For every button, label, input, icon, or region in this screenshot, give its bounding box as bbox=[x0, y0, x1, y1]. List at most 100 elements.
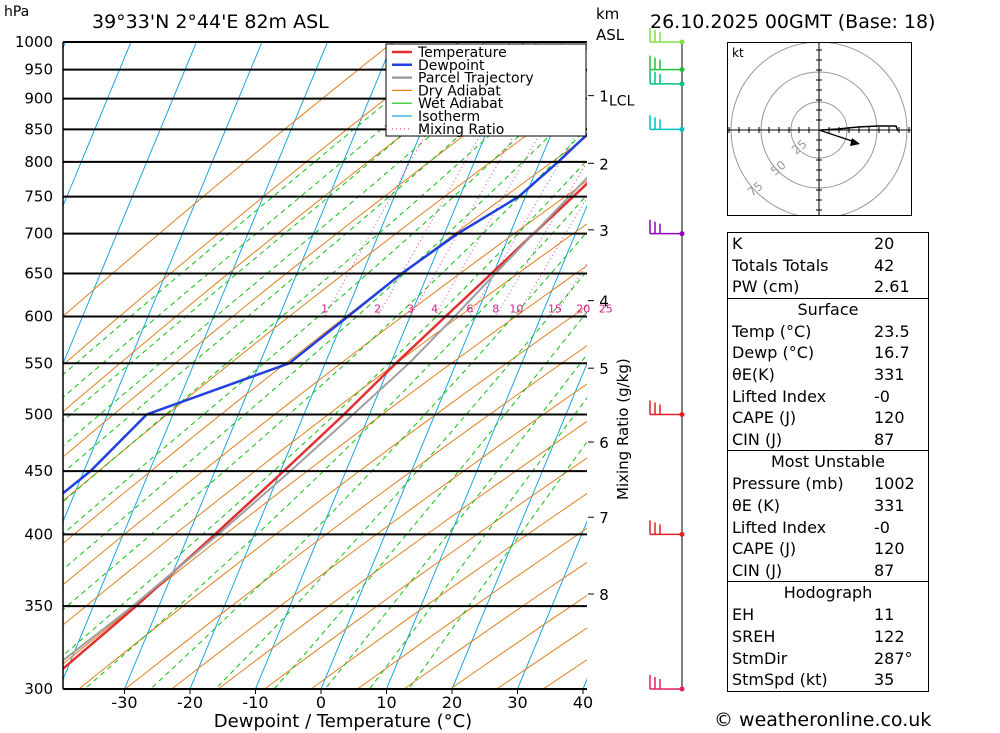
pressure-tick-label: 1000 bbox=[15, 33, 53, 51]
index-row: StmDir 287° bbox=[728, 648, 928, 670]
location-title: 39°33'N 2°44'E 82m ASL bbox=[92, 11, 329, 33]
index-value: 120 bbox=[874, 408, 905, 428]
km-tick-label: 5 bbox=[599, 360, 609, 378]
wet-adiabat bbox=[63, 42, 538, 447]
index-row: θE(K) 331 bbox=[728, 364, 928, 386]
index-name: Lifted Index bbox=[732, 517, 827, 537]
wind-barb bbox=[649, 55, 685, 73]
wind-barb bbox=[649, 675, 685, 692]
mixing-ratio-label: 25 bbox=[599, 303, 613, 316]
wind-barb-dot bbox=[679, 531, 685, 537]
wet-adiabat bbox=[63, 42, 486, 399]
hodograph-unit: kt bbox=[732, 46, 744, 60]
legend-entry: Isotherm bbox=[418, 109, 480, 125]
index-value: 42 bbox=[874, 255, 895, 275]
pressure-tick-label: 800 bbox=[24, 153, 53, 171]
isotherm bbox=[386, 204, 587, 689]
index-row: Lifted Index -0 bbox=[728, 386, 928, 408]
x-tick-label: -10 bbox=[242, 693, 268, 712]
index-value: 20 bbox=[874, 234, 895, 253]
wind-barb-dot bbox=[679, 411, 685, 417]
x-tick-label: -20 bbox=[177, 693, 203, 712]
wind-barb-dot bbox=[679, 39, 685, 45]
index-value: 11 bbox=[874, 605, 895, 625]
wind-barb bbox=[649, 219, 685, 237]
hpa-label: hPa bbox=[4, 4, 30, 20]
dry-adiabat bbox=[63, 90, 587, 502]
index-value: 87 bbox=[874, 560, 895, 580]
index-name: θE(K) bbox=[732, 364, 775, 384]
isotherm bbox=[63, 42, 328, 681]
km-tick-label: 6 bbox=[599, 434, 609, 452]
hodograph-trace bbox=[820, 125, 899, 132]
hodograph-ring-label: 25 bbox=[789, 137, 810, 158]
dry-adiabat bbox=[63, 43, 587, 458]
x-tick-label: 0 bbox=[316, 693, 326, 712]
asl-label: ASL bbox=[596, 26, 625, 44]
x-tick-label: 30 bbox=[507, 693, 527, 712]
dry-adiabat bbox=[310, 492, 587, 689]
pressure-tick-label: 450 bbox=[24, 462, 53, 480]
km-tick-label: 1 bbox=[599, 88, 609, 106]
pressure-tick-label: 300 bbox=[24, 680, 53, 698]
mixing-ratio-label: 6 bbox=[466, 303, 473, 316]
dry-adiabat bbox=[63, 136, 587, 545]
lcl-label: LCL bbox=[609, 94, 635, 110]
index-row: CAPE (J) 120 bbox=[728, 407, 928, 429]
pressure-tick-label: 650 bbox=[24, 264, 53, 282]
index-row: θE (K) 331 bbox=[728, 495, 928, 517]
index-name: EH bbox=[732, 605, 755, 625]
index-name: SREH bbox=[732, 626, 776, 646]
dry-adiabat bbox=[264, 457, 587, 689]
mixing-ratio-label: 8 bbox=[492, 303, 499, 316]
index-row: Dewp (°C) 16.7 bbox=[728, 342, 928, 364]
pressure-tick-label: 600 bbox=[24, 308, 53, 326]
index-name: PW (cm) bbox=[732, 277, 800, 297]
index-name: CAPE (J) bbox=[732, 539, 797, 559]
mixing-ratio-label: 3 bbox=[407, 303, 414, 316]
x-tick-label: 40 bbox=[573, 693, 593, 712]
index-row: Temp (°C) 23.5 bbox=[728, 321, 928, 343]
datetime-title: 26.10.2025 00GMT (Base: 18) bbox=[650, 11, 936, 33]
legend-entry: Mixing Ratio bbox=[418, 122, 504, 138]
wet-adiabat bbox=[63, 159, 587, 657]
wet-adiabat bbox=[369, 397, 587, 689]
index-value: 1002 bbox=[874, 474, 915, 494]
index-row: CIN (J) 87 bbox=[728, 429, 928, 451]
legend-entry: Parcel Trajectory bbox=[418, 71, 534, 87]
index-value: 16.7 bbox=[874, 343, 910, 363]
index-value: 23.5 bbox=[874, 321, 910, 341]
index-name: StmSpd (kt) bbox=[732, 670, 828, 690]
pressure-tick-label: 950 bbox=[24, 61, 53, 79]
mixing-ratio-label: 10 bbox=[509, 303, 523, 316]
x-tick-label: -30 bbox=[111, 693, 137, 712]
dry-adiabat bbox=[171, 383, 587, 689]
wind-barb-dot bbox=[679, 81, 685, 87]
wet-adiabat bbox=[63, 42, 512, 422]
km-tick-label: 7 bbox=[599, 509, 609, 527]
index-name: K bbox=[732, 234, 743, 253]
pressure-tick-label: 700 bbox=[24, 225, 53, 243]
index-name: Pressure (mb) bbox=[732, 474, 844, 494]
storm-motion-arrowhead bbox=[850, 138, 860, 146]
index-value: 87 bbox=[874, 429, 895, 449]
mixing-ratio-label: 2 bbox=[374, 303, 381, 316]
km-tick-label: 4 bbox=[599, 293, 609, 311]
km-tick-label: 2 bbox=[599, 155, 609, 173]
pressure-tick-label: 750 bbox=[24, 188, 53, 206]
index-value: 122 bbox=[874, 626, 905, 646]
x-tick-label: 10 bbox=[376, 693, 396, 712]
isotherm bbox=[320, 46, 587, 689]
mixing-ratio-label: 15 bbox=[548, 303, 562, 316]
km-tick-label: 8 bbox=[599, 586, 609, 604]
index-row: K 20 bbox=[728, 233, 928, 255]
index-name: CAPE (J) bbox=[732, 408, 797, 428]
index-row: PW (cm) 2.61 bbox=[728, 276, 928, 298]
isotherm bbox=[255, 42, 525, 689]
series-dewpoint bbox=[63, 132, 587, 495]
x-tick-label: 20 bbox=[442, 693, 462, 712]
index-name: CIN (J) bbox=[732, 560, 783, 580]
index-value: 331 bbox=[874, 364, 905, 384]
isotherm bbox=[63, 42, 263, 523]
